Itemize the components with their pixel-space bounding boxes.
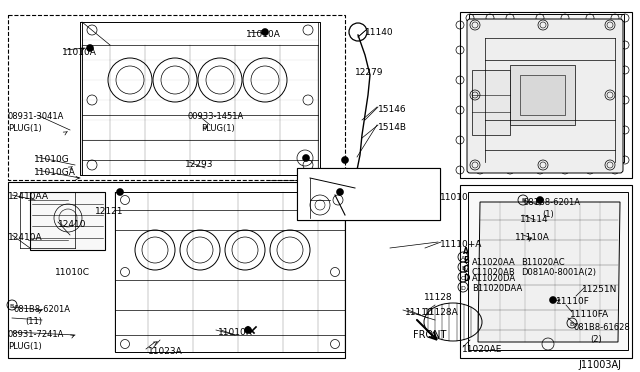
Text: 11128A: 11128A [424,308,459,317]
Circle shape [303,154,310,161]
Text: 11110+A: 11110+A [440,240,483,249]
Text: 11023A: 11023A [148,347,183,356]
Text: 12293: 12293 [185,160,214,169]
Text: 11110A: 11110A [515,233,550,242]
Text: 11010G: 11010G [34,155,70,164]
Circle shape [116,189,124,196]
Text: 12121: 12121 [95,207,124,216]
Text: B: B [521,199,525,203]
Text: 11251A: 11251A [335,206,370,215]
Text: PLUG(1): PLUG(1) [201,124,235,133]
Bar [460,12,632,178]
Text: A11020DA: A11020DA [472,274,516,283]
Text: 00933-1451A: 00933-1451A [188,112,244,121]
Text: 081B8-6201A: 081B8-6201A [524,198,581,207]
Text: B: B [10,304,14,308]
Circle shape [337,189,344,196]
Text: 11020AE: 11020AE [462,345,502,354]
Text: 12410: 12410 [58,220,86,229]
Text: 11010A: 11010A [62,48,97,57]
Bar [8,182,345,358]
Text: 11140: 11140 [365,28,394,37]
Circle shape [244,327,252,334]
Text: C11020AB: C11020AB [472,268,516,277]
FancyBboxPatch shape [467,19,623,173]
Text: 12279: 12279 [355,68,383,77]
Text: A: A [461,256,465,260]
Bar [520,75,565,115]
Circle shape [342,157,349,164]
Bar [472,70,510,135]
Text: 11010R: 11010R [218,328,253,337]
Text: B: B [463,256,468,265]
Bar [8,15,345,180]
Text: B: B [461,266,465,270]
Bar [297,168,440,220]
Text: 1514B: 1514B [378,123,407,132]
Text: D: D [463,274,469,283]
Text: 11010A: 11010A [246,30,281,39]
FancyBboxPatch shape [30,192,105,250]
Text: 11110F: 11110F [556,297,590,306]
Text: 12410AA: 12410AA [8,192,49,201]
Bar [468,192,628,350]
Text: 11114: 11114 [520,215,548,224]
Text: D: D [461,285,465,291]
Text: B11020AC: B11020AC [521,258,564,267]
Text: (2): (2) [590,335,602,344]
Circle shape [86,45,93,51]
Text: 081B8-6201A: 081B8-6201A [14,305,71,314]
Text: 11110FA: 11110FA [570,310,609,319]
Bar [510,65,575,125]
Text: B11020DAA: B11020DAA [472,284,522,293]
Text: B: B [570,321,574,327]
Text: 11010V: 11010V [335,193,370,202]
Text: 11110: 11110 [405,308,434,317]
Text: 11010GA: 11010GA [34,168,76,177]
Circle shape [262,29,269,35]
Text: A: A [463,247,469,256]
Text: A11020AA: A11020AA [472,258,516,267]
Text: VIEW A: VIEW A [305,173,335,182]
Text: J11003AJ: J11003AJ [578,360,621,370]
Text: PLUG(1): PLUG(1) [8,342,42,351]
Text: C: C [461,276,465,280]
Text: 11010C: 11010C [55,268,90,277]
Polygon shape [478,202,620,342]
Text: 08931-3041A: 08931-3041A [8,112,65,121]
Text: 08931-7241A: 08931-7241A [8,330,65,339]
Text: (1): (1) [542,210,554,219]
Text: 12410A: 12410A [8,233,43,242]
Text: 11251N: 11251N [582,285,618,294]
Text: 15146: 15146 [378,105,406,114]
Bar [460,185,632,358]
Text: FRONT: FRONT [413,330,446,340]
Bar [297,168,440,220]
Text: 081B8-61628: 081B8-61628 [573,323,630,332]
Text: 11010: 11010 [440,193,468,202]
Text: PLUG(1): PLUG(1) [8,124,42,133]
Text: (11): (11) [25,317,42,326]
Text: 11128: 11128 [424,293,452,302]
Text: D081A0-8001A(2): D081A0-8001A(2) [521,268,596,277]
Circle shape [536,196,543,203]
Bar [469,14,624,162]
Circle shape [550,296,557,304]
Text: C: C [463,265,468,274]
